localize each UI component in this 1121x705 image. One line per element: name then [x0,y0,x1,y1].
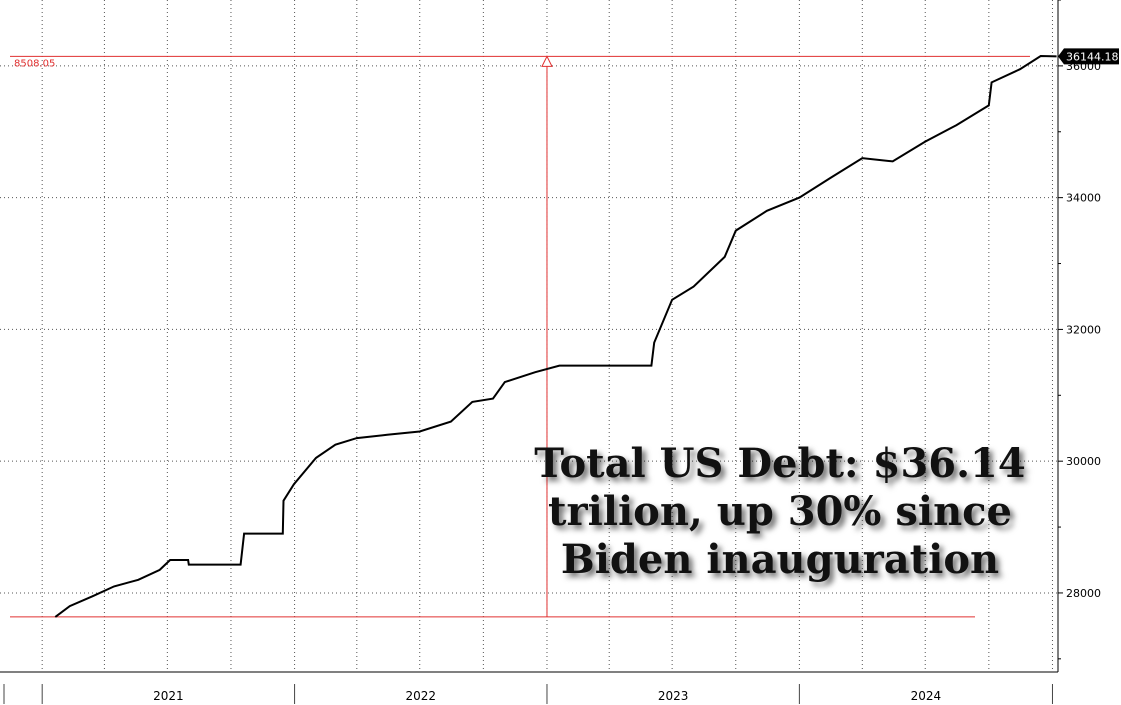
last-value-label: 36144.18 [1066,50,1119,63]
x-tick-label: 2021 [153,689,184,703]
annotation-line-3: Biden inauguration [560,536,1000,583]
last-value-badge-shape [1058,48,1119,65]
grid-lines [0,0,1058,672]
delta-label: 8508.05 [14,58,55,69]
annotation-line-1: Total US Debt: $36.14 [534,440,1026,487]
debt-line [54,54,1057,618]
y-tick-label: 34000 [1066,192,1101,205]
series-layer [54,54,1057,618]
annotation-line-2: trilion, up 30% since [548,488,1012,535]
delta-arrow-icon [541,55,553,67]
y-tick-label: 28000 [1066,587,1101,600]
axes [0,0,1063,704]
last-value-badge: 36144.18 [1058,48,1119,65]
chart-annotation: Total US Debt: $36.14 trilion, up 30% si… [520,440,1040,584]
x-tick-label: 2022 [406,689,437,703]
x-tick-label: 2023 [658,689,689,703]
x-tick-label: 2024 [911,689,942,703]
y-tick-label: 30000 [1066,455,1101,468]
y-tick-label: 32000 [1066,323,1101,336]
reference-lines: 8508.05 [10,55,1030,618]
